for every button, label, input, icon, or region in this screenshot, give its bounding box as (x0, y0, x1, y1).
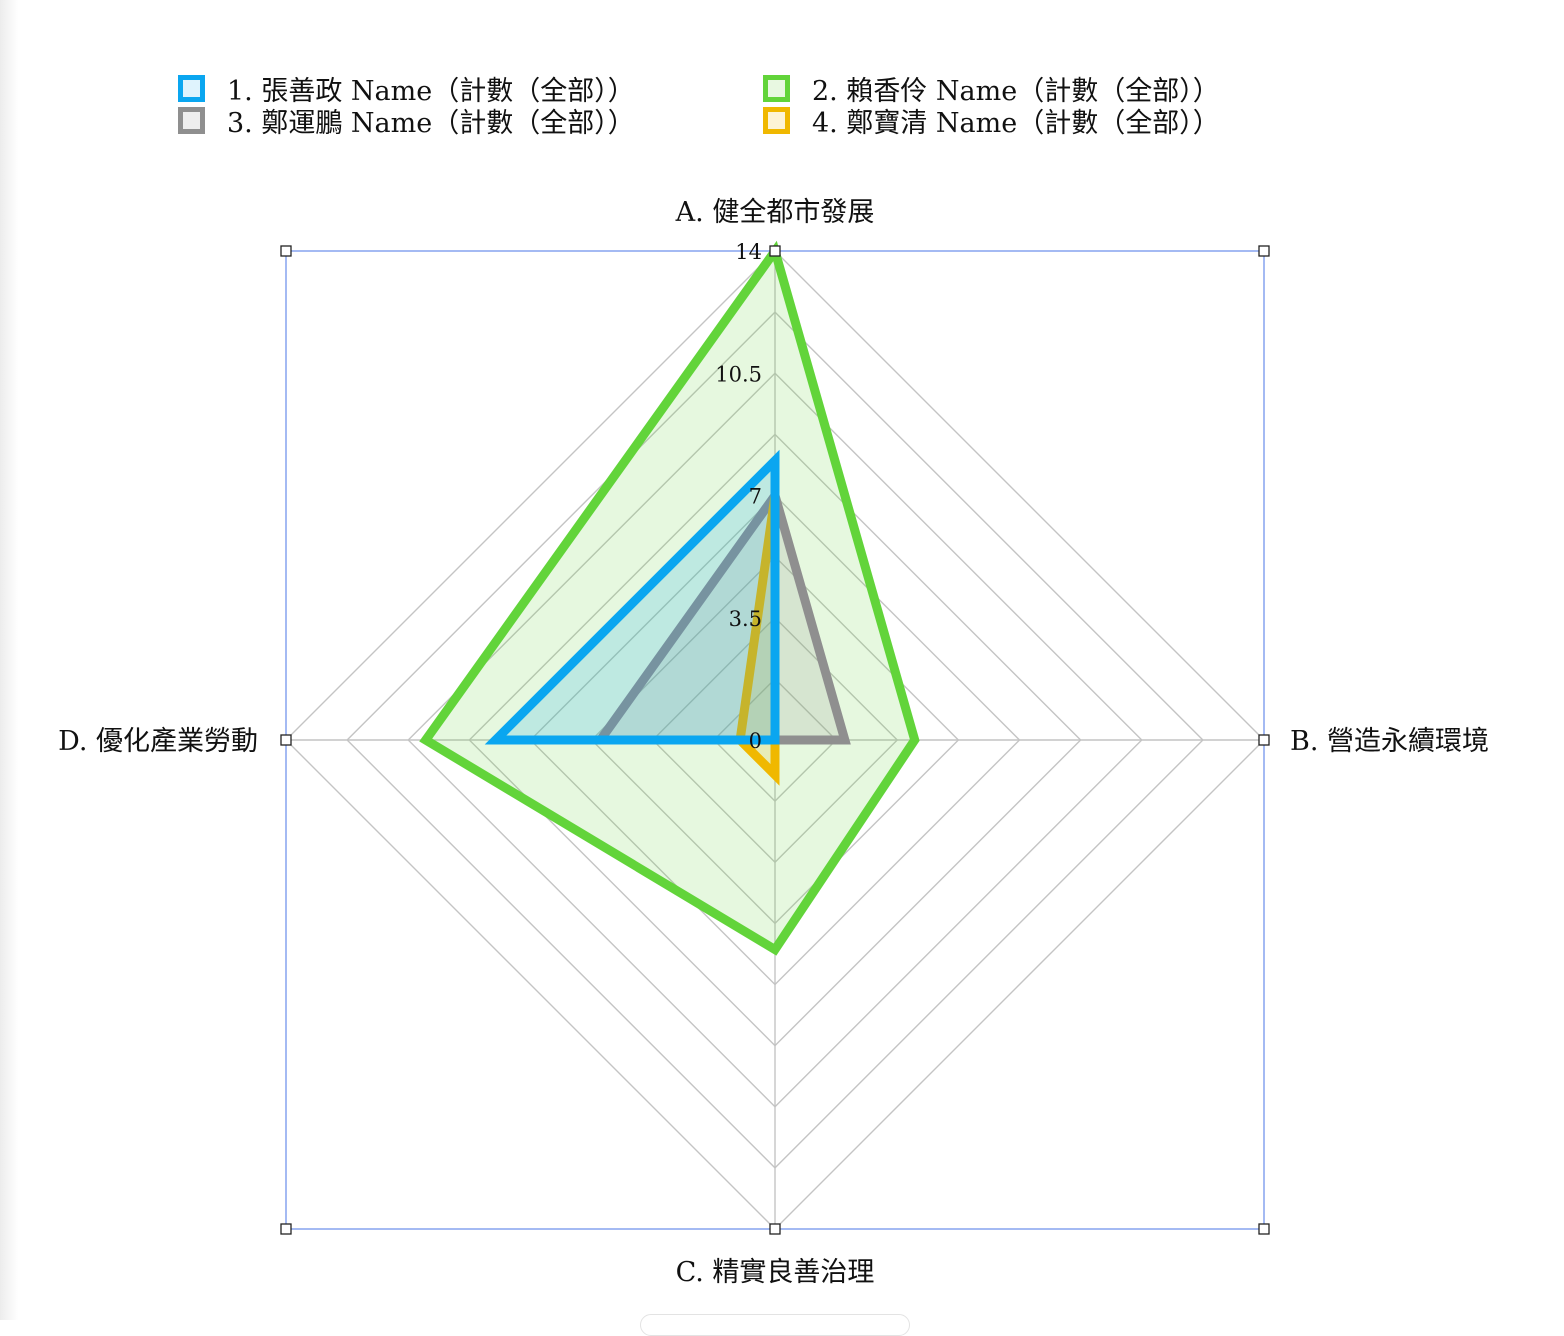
resize-handle-5[interactable] (280, 1223, 292, 1235)
resize-handle-1[interactable] (769, 245, 781, 257)
series-polygon-2[interactable] (419, 240, 920, 956)
radar-grid (285, 250, 1265, 1230)
tick-label: 3.5 (729, 607, 762, 631)
legend-label-series-3: 3. 鄭運鵬 Name（計數（全部）） (227, 107, 635, 139)
legend-item-series-3[interactable]: 3. 鄭運鵬 Name（計數（全部）） (178, 104, 763, 139)
resize-handle-7[interactable] (1258, 1223, 1270, 1235)
tick-label: 14 (735, 240, 762, 264)
tick-label: 7 (749, 485, 762, 509)
radar-labels: 0 3.5 7 10.5 14 A. 健全都市發展 B. 營造永續環境 C. 精實良善治理 D.… (58, 197, 1489, 1288)
resize-handle-2[interactable] (1258, 245, 1270, 257)
axis-label: C. 精實良善治理 (676, 1257, 875, 1288)
legend-swatch-series-3 (178, 106, 205, 134)
bottom-tab-handle[interactable] (640, 1314, 910, 1336)
page-gutter (0, 0, 18, 1320)
chart-legend: 1. 張善政 Name（計數（全部）） 2. 賴香伶 Name（計數（全部）） … (178, 72, 1358, 139)
radar-series (419, 240, 920, 956)
resize-handle-0[interactable] (280, 245, 292, 257)
series-polygon-1[interactable] (484, 449, 780, 745)
axis-label: A. 健全都市發展 (675, 197, 875, 228)
legend-swatch-series-2 (763, 74, 790, 102)
resize-handle-6[interactable] (769, 1223, 781, 1235)
tick-label: 10.5 (715, 362, 762, 386)
resize-handle-4[interactable] (1258, 734, 1270, 746)
tick-label: 0 (749, 729, 762, 753)
axis-label: B. 營造永續環境 (1290, 726, 1489, 757)
axis-label: D. 優化產業勞動 (58, 726, 258, 757)
legend-item-series-1[interactable]: 1. 張善政 Name（計數（全部）） (178, 72, 763, 107)
legend-label-series-1: 1. 張善政 Name（計數（全部）） (227, 75, 635, 107)
legend-label-series-4: 4. 鄭寶清 Name（計數（全部）） (812, 107, 1220, 139)
legend-item-series-2[interactable]: 2. 賴香伶 Name（計數（全部）） (763, 72, 1323, 107)
resize-handle-3[interactable] (280, 734, 292, 746)
legend-item-series-4[interactable]: 4. 鄭寶清 Name（計數（全部）） (763, 104, 1323, 139)
legend-label-series-2: 2. 賴香伶 Name（計數（全部）） (812, 75, 1220, 107)
selection-frame[interactable] (280, 245, 1270, 1235)
legend-swatch-series-4 (763, 106, 790, 134)
legend-swatch-series-1 (178, 74, 205, 102)
